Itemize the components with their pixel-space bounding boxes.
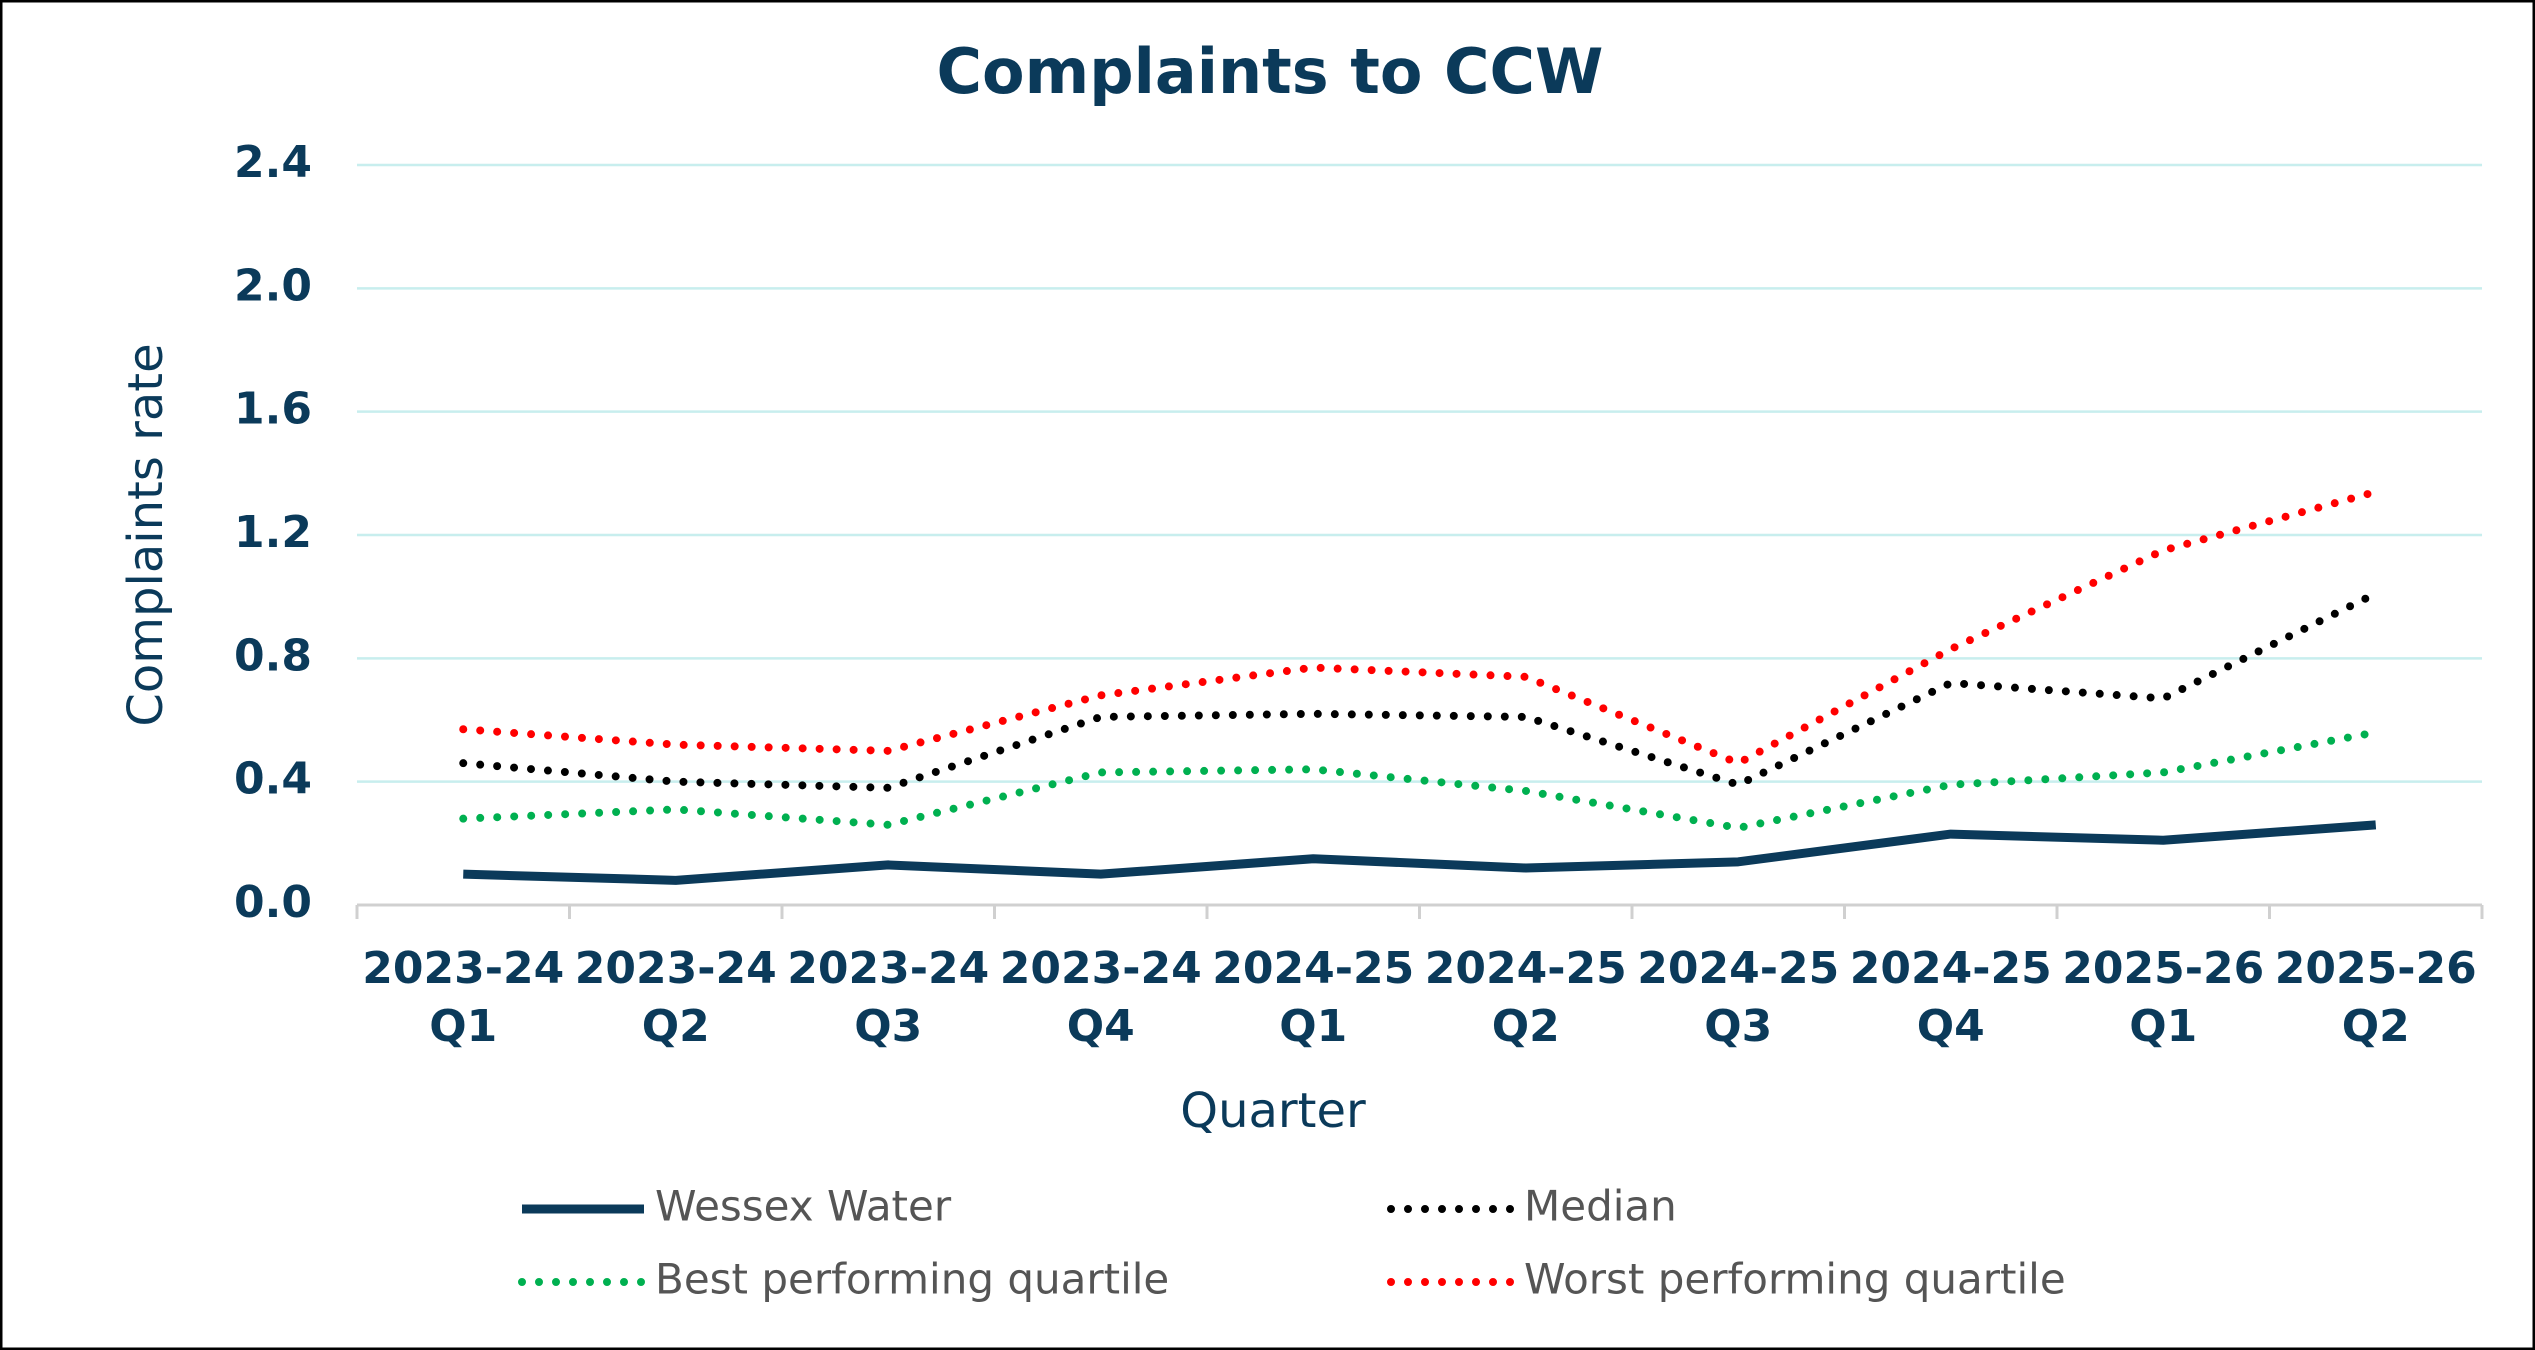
x-tick-label: 2023-24 Q3 — [787, 943, 990, 1052]
y-tick-label: 1.2 — [234, 507, 312, 558]
series-line — [463, 820, 2377, 885]
y-tick-label: 0.0 — [234, 877, 312, 928]
x-tick-label: 2023-24 Q2 — [574, 943, 777, 1052]
y-tick-label: 0.4 — [234, 754, 312, 805]
series-line — [459, 589, 2380, 792]
y-tick-label: 0.8 — [234, 630, 312, 681]
x-axis-title: Quarter — [1180, 1083, 1366, 1139]
x-tick-label: 2024-25 Q3 — [1637, 943, 1840, 1052]
y-tick-label: 2.4 — [234, 137, 312, 188]
series-line — [459, 728, 2380, 832]
x-tick-label: 2025-26 Q1 — [2062, 943, 2265, 1052]
series-line — [459, 487, 2380, 768]
x-tick-label: 2024-25 Q4 — [1849, 943, 2052, 1052]
chart-title: Complaints to CCW — [937, 35, 1604, 108]
y-axis-title: Complaints rate — [118, 343, 174, 726]
legend-label: Wessex Water — [655, 1182, 952, 1231]
y-tick-label: 1.6 — [234, 384, 312, 435]
x-tick-label: 2023-24 Q4 — [999, 943, 1202, 1052]
y-tick-label: 2.0 — [234, 260, 312, 311]
x-tick-label: 2024-25 Q2 — [1424, 943, 1627, 1052]
x-tick-label: 2025-26 Q2 — [2274, 943, 2477, 1052]
legend-label: Median — [1524, 1182, 1677, 1231]
legend-label: Best performing quartile — [655, 1255, 1169, 1304]
x-tick-label: 2023-24 Q1 — [362, 943, 565, 1052]
x-tick-label: 2024-25 Q1 — [1212, 943, 1415, 1052]
legend-label: Worst performing quartile — [1524, 1255, 2066, 1304]
